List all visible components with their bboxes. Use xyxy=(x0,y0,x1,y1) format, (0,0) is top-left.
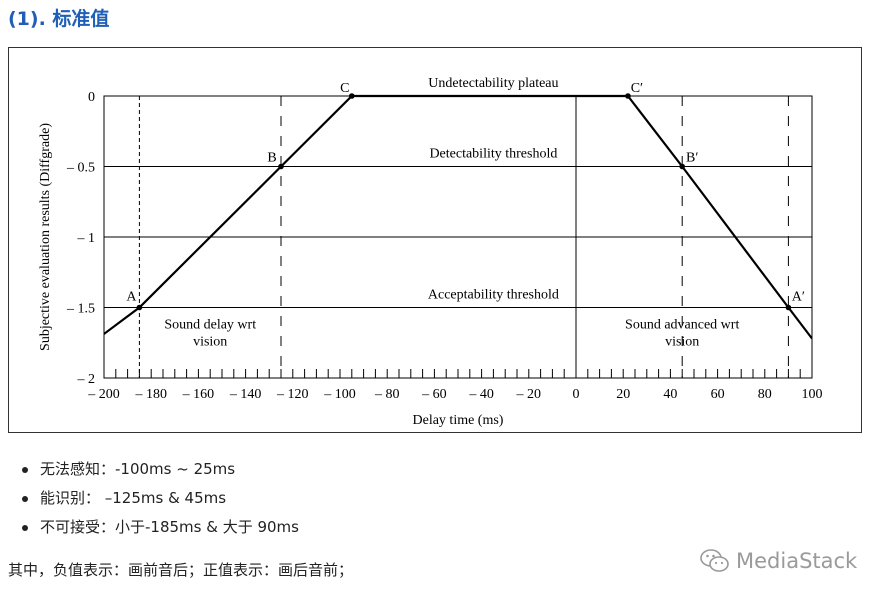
annotation-label: Sound delay wrt xyxy=(164,318,256,333)
y-tick-label: – 1.5 xyxy=(66,302,95,317)
x-axis-title: Delay time (ms) xyxy=(413,413,504,428)
x-tick-label: 80 xyxy=(758,387,772,402)
point-label: C xyxy=(340,81,349,96)
x-tick-label: 40 xyxy=(663,387,677,402)
x-tick-label: 20 xyxy=(616,387,630,402)
x-tick-label: – 40 xyxy=(468,387,494,402)
point-label: A xyxy=(126,290,137,305)
annotation-label: Undetectability plateau xyxy=(428,76,558,91)
point-label: C′ xyxy=(631,81,643,96)
x-tick-label: 100 xyxy=(802,387,823,402)
x-tick-label: – 80 xyxy=(374,387,400,402)
x-tick-label: – 120 xyxy=(276,387,309,402)
x-tick-label: – 200 xyxy=(87,387,120,402)
x-tick-label: 60 xyxy=(711,387,725,402)
watermark-text: MediaStack xyxy=(736,549,858,573)
data-point xyxy=(625,93,631,99)
data-point xyxy=(785,304,792,311)
chart-figure: 0– 0.5– 1– 1.5– 2– 200– 180– 160– 140– 1… xyxy=(8,47,862,433)
y-tick-label: 0 xyxy=(88,90,95,105)
y-tick-label: – 2 xyxy=(77,372,96,387)
watermark: MediaStack xyxy=(700,548,857,574)
x-tick-label: 0 xyxy=(573,387,580,402)
annotation-label: Sound advanced wrt xyxy=(625,318,739,333)
delay-chart: 0– 0.5– 1– 1.5– 2– 200– 180– 160– 140– 1… xyxy=(38,76,823,428)
note-text: 其中，负值表示：画前音后；正值表示：画后音前； xyxy=(8,561,354,579)
x-tick-label: – 160 xyxy=(182,387,215,402)
bullet-list: 无法感知：-100ms ~ 25ms 能识别： –125ms & 45ms 不可… xyxy=(18,455,299,542)
data-point xyxy=(278,163,284,170)
list-item: 无法感知：-100ms ~ 25ms xyxy=(18,455,299,484)
series-line xyxy=(104,94,812,340)
section-heading: (1). 标准值 xyxy=(8,8,110,30)
y-axis-title: Subjective evaluation results (Diffgrade… xyxy=(38,123,53,351)
x-tick-label: – 20 xyxy=(516,387,542,402)
data-point xyxy=(136,304,143,311)
annotation-label: Acceptability threshold xyxy=(428,288,559,303)
list-item: 能识别： –125ms & 45ms xyxy=(18,484,299,513)
point-label: A′ xyxy=(792,290,805,305)
point-label: B′ xyxy=(686,151,698,166)
annotation-label: Detectability threshold xyxy=(429,147,557,162)
data-point xyxy=(679,163,685,170)
y-tick-label: – 1 xyxy=(77,231,96,246)
x-tick-label: – 100 xyxy=(323,387,356,402)
point-label: B xyxy=(267,151,276,166)
annotation-label: vision xyxy=(665,335,699,350)
data-point xyxy=(349,93,355,99)
y-tick-label: – 0.5 xyxy=(66,161,95,176)
x-tick-label: – 180 xyxy=(134,387,167,402)
wechat-icon xyxy=(700,549,729,572)
x-tick-label: – 60 xyxy=(421,387,447,402)
x-tick-label: – 140 xyxy=(229,387,262,402)
list-item: 不可接受：小于-185ms & 大于 90ms xyxy=(18,513,299,542)
annotation-label: vision xyxy=(193,335,227,350)
